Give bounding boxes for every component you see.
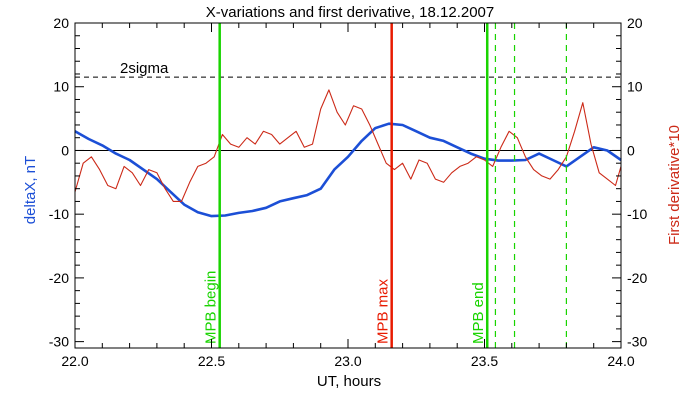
y-tick-label-right: -30	[627, 334, 647, 350]
threshold-label: 2sigma	[120, 60, 169, 77]
x-tick-label: 22.0	[61, 353, 88, 369]
y-tick-label-right: -10	[627, 206, 647, 222]
x-tick-label: 24.0	[607, 353, 634, 369]
y-axis-label-right: First derivative*10	[666, 125, 683, 245]
y-tick-label-left: 0	[61, 142, 69, 158]
y-tick-label-left: 10	[53, 79, 69, 95]
y-axis-label-left: deltaX, nT	[22, 156, 39, 224]
y-tick-label-left: -10	[49, 206, 69, 222]
plot-content: MPB begin MPB max MPB end 22.0 22.5 23.0 23.5 2…	[49, 15, 648, 369]
y-tick-label-right: 20	[627, 15, 643, 31]
marker-label: MPB max	[375, 278, 392, 344]
series-line-derivative	[74, 89, 622, 202]
x-tick-label: 23.5	[471, 353, 498, 369]
chart-title: X-variations and first derivative, 18.12…	[206, 4, 495, 21]
y-tick-label-right: 0	[627, 142, 635, 158]
x-tick-label: 22.5	[198, 353, 225, 369]
series-line-deltax	[74, 122, 622, 218]
y-tick-label-left: -20	[49, 270, 69, 286]
y-tick-label-right: 10	[627, 79, 643, 95]
x-axis-label: UT, hours	[317, 373, 381, 390]
marker-label: MPB end	[470, 282, 487, 344]
y-tick-label-left: 20	[53, 15, 69, 31]
y-tick-label-left: -30	[49, 334, 69, 350]
marker-label: MPB begin	[203, 271, 220, 344]
x-tick-label: 23.0	[334, 353, 361, 369]
y-tick-label-right: -20	[627, 270, 647, 286]
